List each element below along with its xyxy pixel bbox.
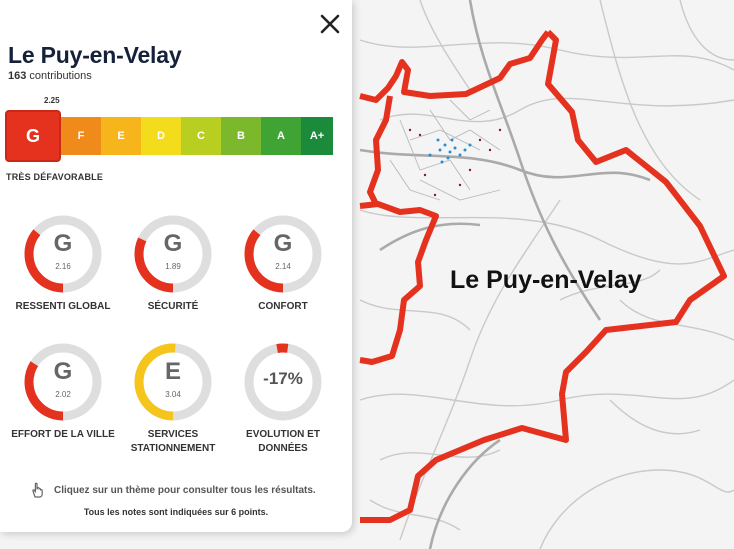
overall-score: 2.25 (44, 96, 60, 105)
theme-grade: G (273, 230, 293, 257)
map-city-label: Le Puy-en-Velay (450, 266, 642, 294)
hand-pointer-icon (32, 482, 43, 498)
grade-segment-g: G (5, 110, 61, 162)
grade-segment-d: D (141, 117, 181, 155)
gauge-ring (134, 215, 212, 293)
theme-services-stationnement[interactable]: E 3.04 SERVICES STATIONNEMENT (118, 342, 228, 456)
theme-securite[interactable]: G 1.89 SÉCURITÉ (118, 214, 228, 314)
gauge-ring (244, 215, 322, 293)
theme-score: 2.16 (55, 262, 71, 271)
grade-segment-f: F (61, 117, 101, 155)
theme-grade: G (53, 230, 73, 257)
contributions-number: 163 (8, 70, 27, 82)
theme-label: EFFORT DE LA VILLE (11, 429, 115, 440)
grade-segment-c: C (181, 117, 221, 155)
theme-gauge: -17% (243, 342, 323, 422)
grade-segment-a: A (261, 117, 301, 155)
grade-segment-e: E (101, 117, 141, 155)
results-panel: Le Puy-en-Velay 163 contributions 2.25 G… (0, 0, 352, 532)
theme-gauge: G 2.02 (23, 342, 103, 422)
theme-effort-de-la-ville[interactable]: G 2.02 EFFORT DE LA VILLE (8, 342, 118, 442)
commune-boundary (360, 29, 727, 523)
theme-label: EVOLUTION ET DONNÉES (246, 429, 320, 454)
theme-score: 2.02 (55, 390, 71, 399)
theme-score: 2.14 (275, 262, 291, 271)
scoring-note: Tous les notes sont indiquées sur 6 poin… (83, 507, 269, 517)
theme-confort[interactable]: G 2.14 CONFORT (228, 214, 338, 314)
close-icon[interactable] (316, 10, 344, 38)
theme-grade: E (164, 358, 181, 385)
gauge-ring (244, 343, 322, 421)
theme-label: SERVICES STATIONNEMENT (130, 429, 216, 454)
gauge-ring (24, 343, 102, 421)
theme-gauge: G 1.89 (133, 214, 213, 294)
theme-grade: G (53, 358, 73, 385)
theme-label: SÉCURITÉ (147, 301, 199, 312)
theme-label: RESSENTI GLOBAL (15, 301, 111, 312)
theme-gauge: G 2.16 (23, 214, 103, 294)
page-title: Le Puy-en-Velay (8, 42, 182, 68)
grade-segment-a-plus: A+ (301, 117, 333, 155)
theme-score: 3.04 (165, 390, 181, 399)
theme-gauge: E 3.04 (133, 342, 213, 422)
contributions-label: contributions (29, 70, 92, 82)
gauge-ring (24, 215, 102, 293)
gauge-ring (134, 343, 212, 421)
theme-gauge: G 2.14 (243, 214, 323, 294)
contributions-count: 163 contributions (8, 70, 92, 82)
hint-text: Cliquez sur un thème pour consulter tous… (54, 485, 316, 496)
grade-segment-b: B (221, 117, 261, 155)
overall-label: TRÈS DÉFAVORABLE (6, 172, 104, 182)
theme-ressenti-global[interactable]: G 2.16 RESSENTI GLOBAL (8, 214, 118, 314)
theme-grade: G (163, 230, 183, 257)
theme-score: 1.89 (165, 262, 181, 271)
theme-evolution-et-donnees[interactable]: -17% EVOLUTION ET DONNÉES (228, 342, 338, 456)
theme-evolution-percent: -17% (263, 369, 303, 388)
theme-label: CONFORT (258, 301, 308, 312)
